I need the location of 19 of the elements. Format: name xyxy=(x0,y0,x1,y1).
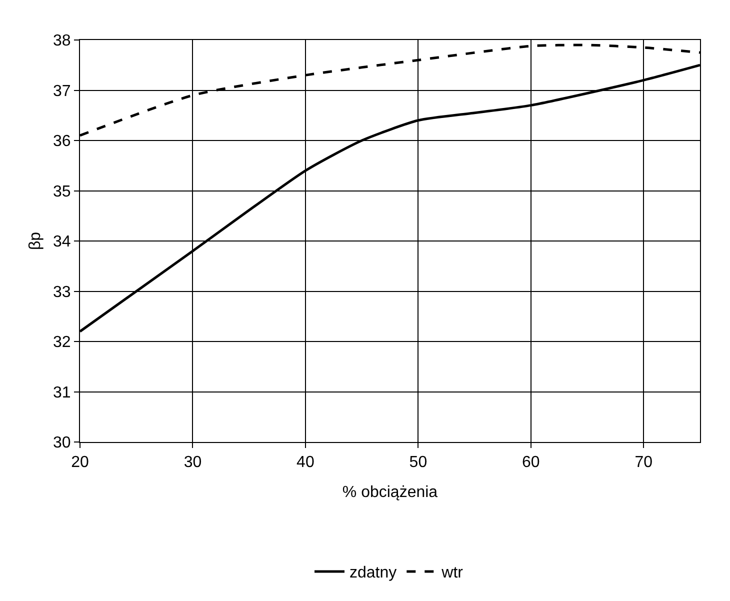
y-tick-label: 34 xyxy=(53,234,71,251)
y-tick-label: 36 xyxy=(53,133,71,150)
y-tick-label: 32 xyxy=(53,334,71,352)
y-tick-label: 38 xyxy=(53,32,71,50)
x-tick-label: 30 xyxy=(184,454,202,472)
x-tick-label: 50 xyxy=(409,454,428,472)
x-tick-label: 20 xyxy=(71,454,89,472)
x-axis-title: % obciążenia xyxy=(342,484,438,501)
y-tick-label: 35 xyxy=(53,183,71,200)
x-tick-label: 40 xyxy=(296,454,314,472)
y-tick-label: 30 xyxy=(53,434,71,452)
legend-label: wtr xyxy=(440,564,464,582)
x-tick-label: 60 xyxy=(522,454,540,472)
y-axis-title: βp xyxy=(26,232,44,250)
y-tick-label: 31 xyxy=(53,384,71,402)
legend-label: zdatny xyxy=(350,564,397,582)
y-tick-label: 37 xyxy=(53,82,71,100)
x-tick-label: 70 xyxy=(634,454,653,472)
y-tick-label: 33 xyxy=(53,284,71,301)
